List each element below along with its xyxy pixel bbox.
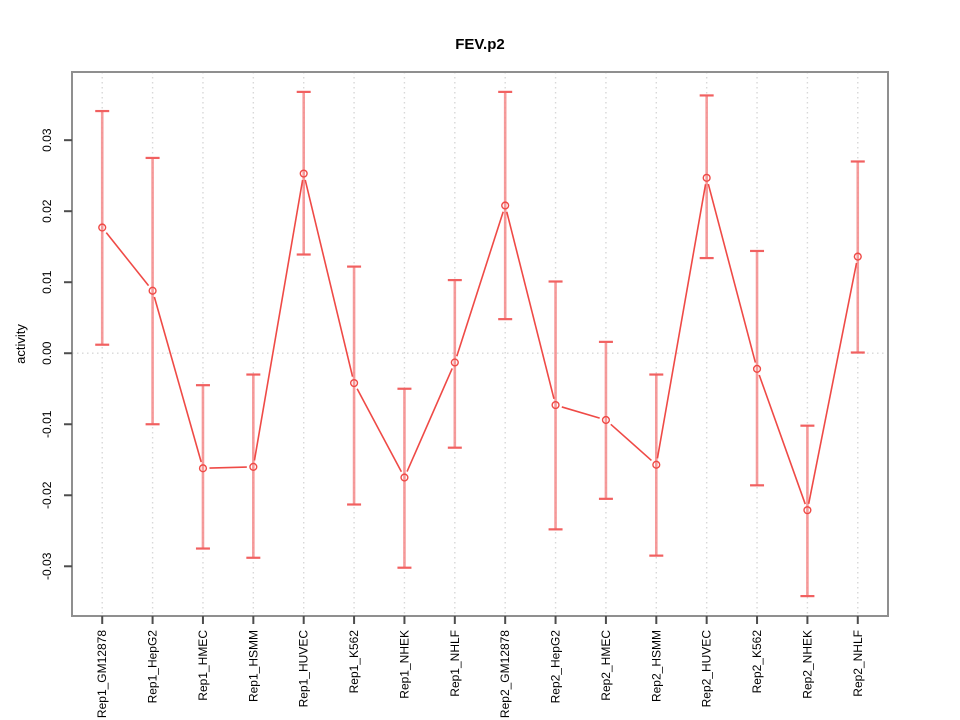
chart-title: FEV.p2 <box>455 36 504 53</box>
data-point <box>98 223 107 232</box>
data-point <box>198 464 208 473</box>
category-label: Rep2_NHLF <box>851 630 865 697</box>
y-tick-label: -0.02 <box>40 481 54 509</box>
y-axis-title: activity <box>13 324 28 364</box>
data-point <box>299 169 308 178</box>
data-point <box>752 364 762 373</box>
series-segment <box>304 179 354 377</box>
series-segment <box>253 179 304 461</box>
category-label: Rep1_GM12878 <box>95 630 109 718</box>
data-point <box>551 400 560 410</box>
data-point <box>349 378 359 388</box>
series-segment <box>456 211 504 357</box>
plot-area: 0.03 0.02 0.01 0.00 -0.01 -0.02 -0.03 Rep1_GM12… <box>40 71 889 718</box>
data-point <box>652 460 661 469</box>
series-segment <box>707 183 757 363</box>
category-label: Rep2_K562 <box>750 630 764 694</box>
category-label: Rep2_NHEK <box>800 630 814 699</box>
series-segment <box>356 388 403 473</box>
y-tick-label: 0.01 <box>40 270 54 294</box>
category-label: Rep2_HSMM <box>649 630 663 702</box>
plot-border <box>71 71 889 617</box>
category-label: Rep2_HMEC <box>599 630 613 701</box>
series-segment <box>561 406 600 419</box>
y-tick-label: -0.01 <box>40 410 54 438</box>
series-segment <box>105 232 150 287</box>
series-segment <box>153 296 202 463</box>
series-segment <box>807 262 858 504</box>
series-segment <box>758 374 806 505</box>
category-label: Rep2_GM12878 <box>498 630 512 718</box>
data-point <box>803 506 812 515</box>
series-segment <box>656 184 707 459</box>
category-label: Rep1_HMEC <box>196 630 210 701</box>
y-tick-label: 0.03 <box>40 128 54 152</box>
data-point <box>601 415 611 425</box>
data-point <box>450 358 459 367</box>
category-label: Rep1_HUVEC <box>297 630 311 708</box>
data-point <box>501 201 510 210</box>
category-label: Rep1_NHLF <box>448 630 462 697</box>
category-label: Rep1_HepG2 <box>146 630 160 704</box>
series-segment <box>209 466 247 469</box>
y-tick-label: 0.02 <box>40 199 54 223</box>
series-segment <box>406 368 453 472</box>
data-point <box>148 286 157 295</box>
category-label: Rep1_K562 <box>347 630 361 694</box>
y-tick-label: -0.03 <box>40 552 54 580</box>
category-label: Rep1_NHEK <box>397 630 411 699</box>
data-point <box>249 462 258 471</box>
series-segment <box>610 423 652 462</box>
category-label: Rep2_HUVEC <box>700 630 714 708</box>
series-segment <box>506 211 555 399</box>
y-tick-label: 0.00 <box>40 341 54 365</box>
data-point <box>853 252 862 261</box>
category-label: Rep2_HepG2 <box>549 630 563 704</box>
data-point <box>400 473 409 482</box>
category-label: Rep1_HSMM <box>246 630 260 702</box>
data-point <box>702 173 711 182</box>
